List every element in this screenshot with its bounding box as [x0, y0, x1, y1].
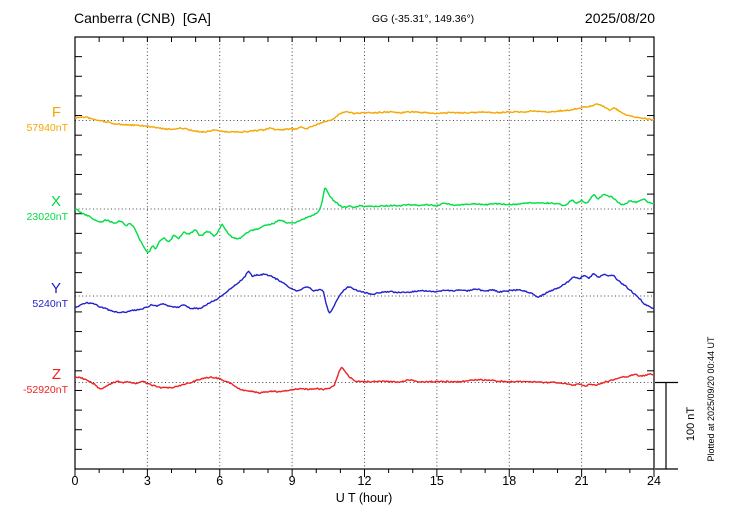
- trace-F: [74, 103, 655, 134]
- x-tick-label-12: 12: [357, 474, 372, 488]
- component-letter-Y: Y: [50, 279, 61, 297]
- baseline-value-Y: 5240nT: [32, 297, 68, 310]
- plotted-timestamp: Plotted at 2025/09/20 00:44 UT: [706, 336, 716, 462]
- baseline-value-F: 57940nT: [26, 122, 68, 134]
- plot-date: 2025/08/20: [584, 10, 655, 26]
- component-letter-X: X: [50, 192, 61, 210]
- component-letter-Z: Z: [51, 366, 61, 383]
- x-tick-label-15: 15: [429, 474, 444, 488]
- x-tick-label-9: 9: [288, 474, 296, 488]
- baseline-value-X: 23020nT: [26, 210, 68, 223]
- x-tick-label-18: 18: [502, 474, 517, 488]
- trace-Z: [74, 366, 655, 395]
- x-axis-label: U T (hour): [335, 491, 393, 505]
- x-tick-label-0: 0: [71, 474, 79, 488]
- x-tick-label-6: 6: [216, 474, 224, 488]
- x-tick-label-21: 21: [574, 474, 589, 488]
- component-letter-F: F: [51, 104, 61, 121]
- baseline-value-Z: -52920nT: [23, 384, 68, 396]
- geographic-coordinates: GG (-35.31°, 149.36°): [371, 13, 475, 25]
- scale-bar-label: 100 nT: [685, 406, 697, 442]
- station-title: Canberra (CNB) [GA]: [74, 10, 211, 26]
- x-tick-label-3: 3: [143, 474, 151, 488]
- x-tick-label-24: 24: [647, 474, 661, 488]
- trace-Y: [74, 270, 655, 314]
- trace-X: [74, 187, 655, 254]
